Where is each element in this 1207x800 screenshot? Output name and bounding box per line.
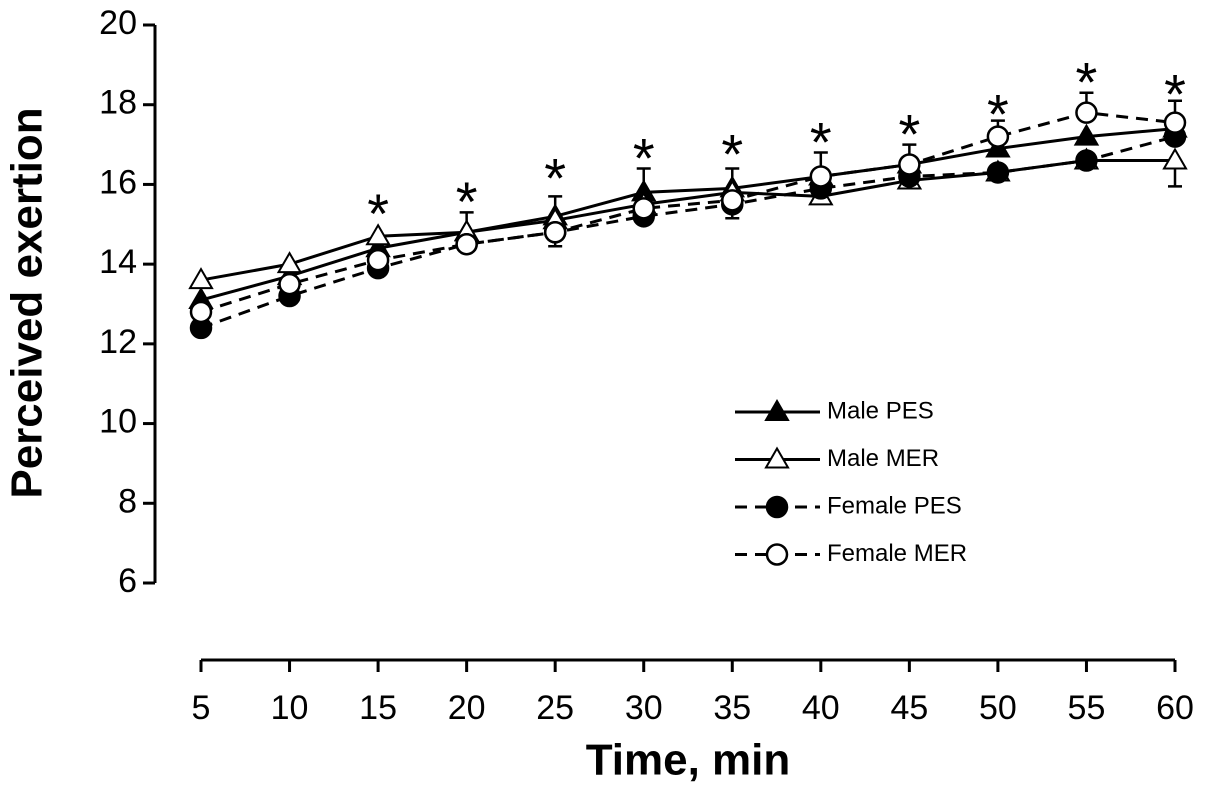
y-tick-label: 10 (99, 403, 137, 441)
significance-mark: * (367, 182, 389, 245)
significance-mark: * (987, 83, 1009, 146)
x-tick-label: 5 (192, 689, 211, 727)
significance-mark: * (544, 146, 566, 209)
x-tick-label: 45 (890, 689, 928, 727)
legend-marker (764, 399, 790, 421)
significance-mark: * (721, 122, 743, 185)
point (543, 221, 567, 244)
x-tick-label: 60 (1156, 689, 1194, 727)
significance-mark: * (1076, 51, 1098, 114)
point (1163, 111, 1187, 134)
point (898, 153, 921, 176)
series-line (200, 111, 1176, 314)
point (455, 232, 478, 256)
y-tick-label: 16 (99, 163, 137, 201)
x-tick-label: 20 (448, 689, 486, 727)
y-tick-label: 18 (99, 84, 137, 122)
legend-label: Female PES (827, 492, 962, 519)
significance-mark: * (1164, 63, 1186, 126)
point (986, 125, 1010, 148)
legend-label: Male MER (827, 445, 939, 472)
x-tick-label: 50 (979, 689, 1017, 727)
point (986, 161, 1010, 184)
point (366, 248, 390, 272)
point (1162, 147, 1188, 170)
y-tick-label: 12 (99, 323, 137, 361)
legend-label: Female MER (827, 540, 967, 567)
point (1073, 123, 1100, 146)
significance-mark: * (810, 110, 832, 173)
significance-mark: * (898, 102, 920, 165)
y-tick-label: 6 (118, 562, 137, 600)
significance-mark: * (633, 126, 655, 189)
series-line (200, 159, 1175, 282)
point (809, 165, 833, 188)
point (365, 223, 391, 246)
legend-marker (765, 495, 789, 519)
x-tick-label: 30 (625, 689, 663, 727)
x-tick-label: 10 (271, 689, 309, 727)
x-tick-label: 15 (359, 689, 397, 727)
legend-marker (764, 446, 790, 469)
legend-marker (765, 543, 789, 566)
x-tick-label: 25 (536, 689, 574, 727)
point (632, 197, 655, 220)
series-line (200, 127, 1176, 302)
x-axis-title: Time, min (586, 736, 791, 785)
point (276, 251, 303, 274)
point (1075, 149, 1098, 172)
point (721, 189, 744, 212)
y-tick-label: 14 (99, 243, 137, 281)
legend-label: Male PES (827, 397, 934, 424)
significance-mark: * (456, 170, 478, 233)
point (278, 272, 301, 296)
x-tick-label: 40 (802, 689, 840, 727)
x-tick-label: 35 (713, 689, 751, 727)
y-tick-label: 20 (99, 4, 137, 42)
point (188, 267, 214, 290)
x-tick-label: 55 (1068, 689, 1106, 727)
point (1075, 101, 1098, 124)
y-tick-label: 8 (118, 482, 137, 520)
y-axis-title: Perceived exertion (3, 107, 52, 498)
point (189, 300, 213, 324)
series-line (200, 135, 1176, 330)
